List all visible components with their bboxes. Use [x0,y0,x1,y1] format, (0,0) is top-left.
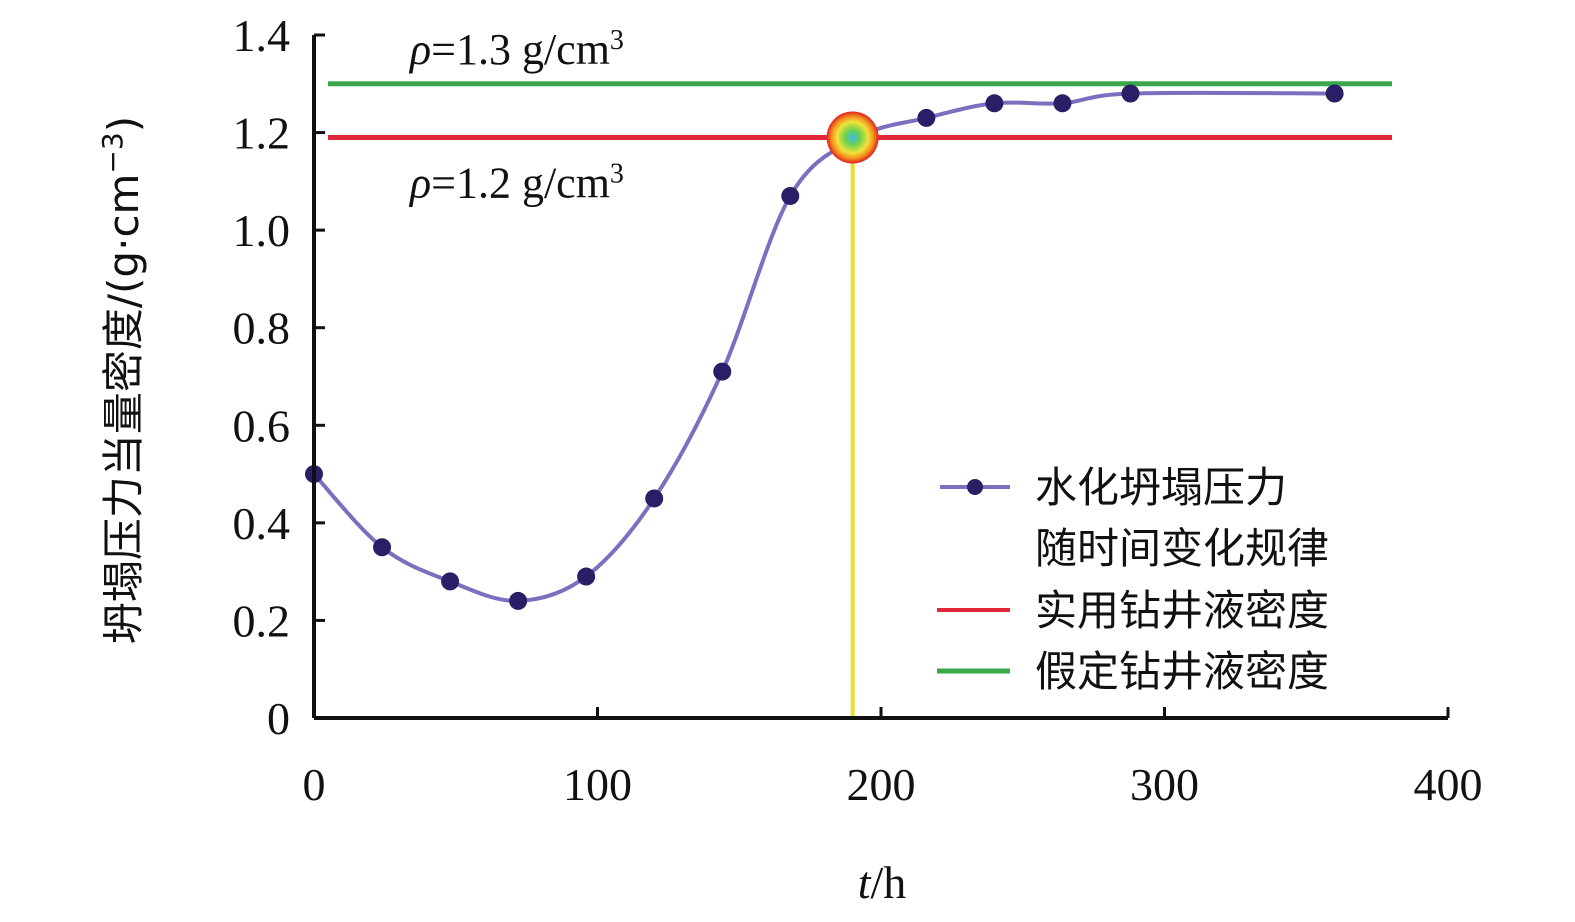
data-point [373,538,392,557]
data-point [645,489,664,508]
x-axis-title-variable: t [858,857,872,908]
legend-label-actual-density: 实用钻井液密度 [1035,586,1329,635]
reference-label-assumed-density: ρ=1.3 g/cm3 [408,24,624,74]
data-point [781,186,800,205]
y-tick-label: 0.2 [233,595,291,646]
x-tick-label: 300 [1130,759,1199,810]
x-tick-label: 200 [847,759,916,810]
series-layer [305,84,1344,610]
intersection-point [826,111,879,164]
legend: 水化坍塌压力 随时间变化规律 实用钻井液密度 假定钻井液密度 [937,463,1329,696]
data-point [509,591,528,610]
labels: ρ=1.2 g/cm3 ρ=1.3 g/cm3 [408,24,624,207]
data-point [713,362,732,381]
y-tick-label: 0.4 [233,498,291,549]
x-tick-label: 400 [1414,759,1483,810]
y-tick-label: 0.8 [233,303,291,354]
y-tick-label: 0 [267,693,290,744]
y-tick-label: 1.2 [233,108,291,159]
y-axis-title-main: 坍塌压力当量密度/(g·cm [99,174,148,645]
x-tick-label: 100 [563,759,632,810]
data-point [1121,84,1140,103]
y-axis-title-exponent: −3 [96,132,129,173]
data-point [917,108,936,127]
x-axis-title-unit: /h [871,857,907,908]
data-point [985,94,1004,113]
x-tick-label: 0 [303,759,326,810]
y-axis-title: 坍塌压力当量密度/(g·cm−3) [96,116,149,644]
data-point [1053,94,1072,113]
axes: 0 0.2 0.4 0.6 0.8 1.0 1.2 1.4 0 100 200 300 400 [233,10,1483,810]
data-point [1325,84,1344,103]
y-tick-label: 1.0 [233,205,291,256]
x-axis-title: t/h [858,857,907,908]
legend-marker-series [967,479,983,495]
legend-label-assumed-density: 假定钻井液密度 [1035,647,1329,696]
legend-label-series-line2: 随时间变化规律 [1035,524,1329,573]
legend-label-series-line1: 水化坍塌压力 [1035,463,1287,512]
data-point [577,567,596,586]
reference-label-actual-density: ρ=1.2 g/cm3 [408,158,624,208]
y-tick-label: 0.6 [233,400,291,451]
data-point [441,572,460,591]
y-tick-label: 1.4 [233,10,291,61]
y-axis-title-close: ) [99,116,148,132]
